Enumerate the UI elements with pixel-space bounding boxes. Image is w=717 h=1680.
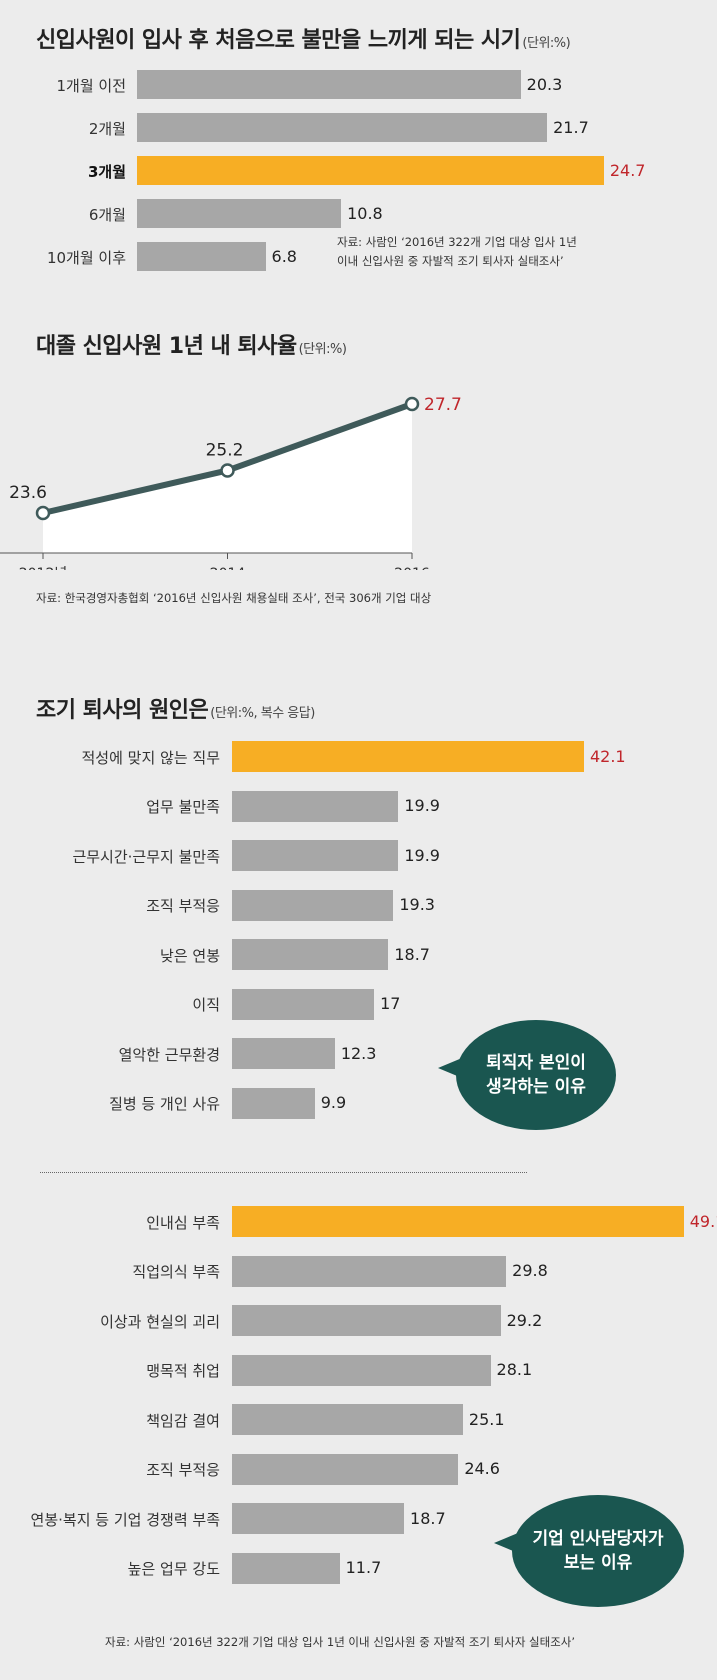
bar-value-label: 18.7 <box>394 944 430 964</box>
bar-category-label: 인내심 부족 <box>146 1213 220 1232</box>
bar-value-label: 28.1 <box>496 1360 533 1379</box>
bar-category-label: 책임감 결여 <box>146 1411 220 1430</box>
bar-value-label: 24.6 <box>464 1459 500 1478</box>
bar-value-label: 25.1 <box>468 1409 505 1429</box>
bar <box>232 988 375 1020</box>
bar-value-label: 9.9 <box>320 1093 347 1112</box>
bar-value-label: 18.7 <box>410 1508 446 1528</box>
bar-category-label: 2개월 <box>88 119 126 138</box>
bar <box>137 70 521 99</box>
bar-value-label: 20.3 <box>526 74 563 94</box>
bar-value-label: 24.7 <box>609 160 646 180</box>
bar <box>232 1255 507 1287</box>
data-label: 25.2 <box>206 440 244 460</box>
employee-bubble-line2: 생각하는 이유 <box>486 1077 586 1097</box>
bar-category-label: 3개월 <box>87 162 126 181</box>
bar-value-label: 19.9 <box>404 845 440 865</box>
bar <box>232 939 389 970</box>
bar-value-label: 6.8 <box>271 246 297 266</box>
x-tick-label: 2016 <box>394 566 430 570</box>
bar-category-label: 1개월 이전 <box>56 76 126 95</box>
employee-bubble-line1: 퇴직자 본인이 <box>486 1053 586 1073</box>
bar-value-label: 42.1 <box>589 746 626 766</box>
bar-category-label: 10개월 이후 <box>46 248 126 267</box>
section3-title-text: 조기 퇴사의 원인은 <box>36 698 209 723</box>
line-area-fill <box>43 404 412 553</box>
bar <box>232 1453 459 1485</box>
section-divider <box>40 1172 527 1173</box>
hr-reasons-bubble: 기업 인사담당자가 보는 이유 <box>494 1495 684 1607</box>
bar-value-label: 19.3 <box>399 895 435 914</box>
section2-title: 대졸 신입사원 1년 내 퇴사율 (단위:%) <box>36 328 347 360</box>
section2-source: 자료: 한국경영자총협회 ‘2016년 신입사원 채용실태 조사’, 전국 30… <box>36 591 432 605</box>
bar-value-label: 12.3 <box>340 1043 377 1063</box>
bar <box>232 1404 463 1435</box>
bar <box>232 1038 335 1069</box>
x-tick-label: 2012년 <box>19 566 68 570</box>
bar <box>137 156 604 185</box>
bar-value-label: 17 <box>380 994 401 1013</box>
bar-category-label: 높은 업무 강도 <box>127 1560 220 1578</box>
section2-unit: (단위:%) <box>298 342 347 357</box>
x-tick-label: 2014 <box>210 566 246 570</box>
bar <box>232 1354 491 1386</box>
bar-category-label: 맹목적 취업 <box>146 1362 220 1380</box>
bar-category-label: 열악한 근무환경 <box>118 1045 220 1064</box>
bar <box>232 1552 340 1584</box>
bar-category-label: 이상과 현실의 괴리 <box>100 1312 220 1331</box>
section1-source: 자료: 사람인 ‘2016년 322개 기업 대상 입사 1년 이내 신입사원 … <box>337 233 577 271</box>
bar <box>137 199 342 228</box>
bar-category-label: 근무시간·근무지 불만족 <box>72 847 220 866</box>
bar <box>232 1305 501 1336</box>
hr-bubble-line2: 보는 이유 <box>563 1553 633 1573</box>
bar-category-label: 업무 불만족 <box>146 798 220 816</box>
data-point <box>35 505 51 521</box>
section3-title: 조기 퇴사의 원인은 (단위:%, 복수 응답) <box>36 692 315 724</box>
bar-category-label: 연봉·복지 등 기업 경쟁력 부족 <box>30 1510 220 1529</box>
bar-value-label: 10.8 <box>347 203 383 223</box>
employee-reasons-bubble: 퇴직자 본인이 생각하는 이유 <box>438 1020 616 1130</box>
bar <box>137 113 548 142</box>
hr-bubble-line1: 기업 인사담당자가 <box>532 1529 664 1549</box>
section3-source: 자료: 사람인 ‘2016년 322개 기업 대상 입사 1년 이내 신입사원 … <box>105 1635 576 1649</box>
bar-value-label: 49.1 <box>689 1211 717 1231</box>
bar <box>232 889 394 921</box>
bar-value-label: 19.9 <box>404 796 440 815</box>
data-label: 23.6 <box>9 483 47 503</box>
bar-value-label: 11.7 <box>345 1558 382 1577</box>
bar-category-label: 적성에 맞지 않는 직무 <box>81 748 220 767</box>
section1-unit: (단위:%) <box>522 36 571 51</box>
data-point <box>404 396 420 412</box>
bar <box>232 840 399 871</box>
section1-source-line1: 자료: 사람인 ‘2016년 322개 기업 대상 입사 1년 <box>337 235 577 249</box>
data-point <box>220 463 235 478</box>
bar <box>232 741 584 772</box>
bar-category-label: 질병 등 개인 사유 <box>109 1095 220 1113</box>
section1-title: 신입사원이 입사 후 처음으로 불만을 느끼게 되는 시기 (단위:%) <box>36 22 571 54</box>
bar-category-label: 낮은 연봉 <box>160 946 220 965</box>
bar <box>232 1503 405 1534</box>
section1-title-text: 신입사원이 입사 후 처음으로 불만을 느끼게 되는 시기 <box>36 28 521 53</box>
bar-value-label: 29.8 <box>512 1261 548 1280</box>
bar <box>232 790 399 822</box>
bar <box>232 1087 315 1119</box>
bar-category-label: 이직 <box>192 996 220 1014</box>
section1-source-line2: 이내 신입사원 중 자발적 조기 퇴사자 실태조사’ <box>337 254 564 268</box>
bar <box>137 242 266 271</box>
bar-category-label: 조직 부적응 <box>146 1461 220 1479</box>
bar <box>232 1206 684 1237</box>
section2-title-text: 대졸 신입사원 1년 내 퇴사율 <box>36 334 297 359</box>
data-label: 27.7 <box>424 395 462 415</box>
resignation-rate-line-chart: 2012년 2014 2016 23.6 25.2 27.7 <box>0 395 462 570</box>
section3-unit: (단위:%, 복수 응답) <box>210 706 315 721</box>
bar-category-label: 직업의식 부족 <box>132 1263 220 1281</box>
bar-value-label: 21.7 <box>553 117 589 137</box>
bar-category-label: 조직 부적응 <box>146 897 220 915</box>
bar-value-label: 29.2 <box>506 1310 543 1330</box>
bar-category-label: 6개월 <box>88 205 126 224</box>
